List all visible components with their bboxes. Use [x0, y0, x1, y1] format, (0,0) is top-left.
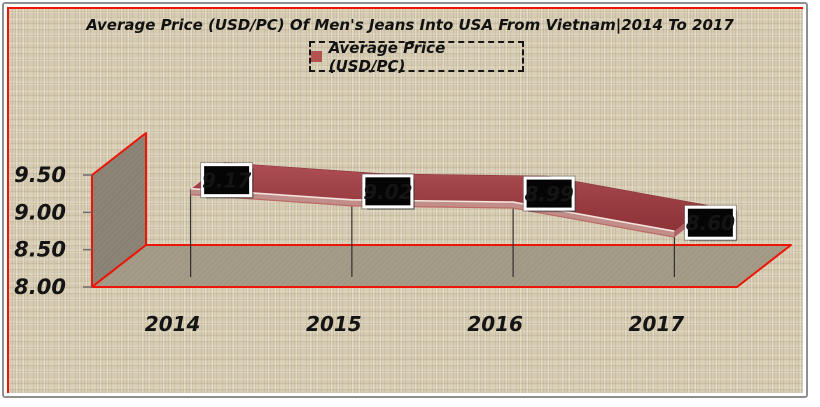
value-label-box — [523, 176, 575, 211]
value-label: 8.60 — [686, 211, 735, 235]
value-label-box — [201, 163, 253, 198]
ribbon-near-edge — [190, 187, 675, 232]
x-axis-category-label: 2016 — [467, 312, 523, 336]
x-axis-category-label: 2015 — [306, 312, 362, 336]
ribbon-front-face — [190, 188, 675, 238]
legend-label: Average Price (USD/PC) — [328, 38, 446, 75]
ribbon-bottom-edge — [190, 194, 675, 238]
y-axis-tick-label: 8.50 — [14, 238, 66, 262]
price-ribbon-chart: 9.50 9.00 8.50 8.00 2014 2015 2016 2017 9.17 9.02… — [14, 132, 792, 336]
value-label-box — [684, 205, 736, 240]
value-label-outline — [683, 204, 737, 241]
legend-marker-icon — [311, 51, 322, 62]
value-label: 8.99 — [524, 182, 573, 206]
chart-wall-texture — [92, 133, 146, 287]
chart-title: Average Price (USD/PC) Of Men's Jeans In… — [86, 16, 734, 34]
value-label: 9.02 — [363, 180, 412, 204]
value-label: 9.17 — [202, 169, 251, 193]
value-label-box — [362, 174, 414, 209]
chart-floor-texture — [92, 245, 791, 287]
y-axis-tick-label: 8.00 — [14, 275, 66, 299]
y-axis-tick-label: 9.50 — [14, 163, 66, 187]
value-label-outline — [361, 173, 415, 210]
x-axis-category-label: 2017 — [629, 312, 685, 336]
legend: Average Price (USD/PC) — [309, 38, 524, 75]
y-axis-tick-label: 9.00 — [14, 200, 66, 224]
x-axis-category-label: 2014 — [145, 312, 201, 336]
value-label-outline — [200, 162, 254, 199]
value-label-outline — [522, 175, 576, 212]
